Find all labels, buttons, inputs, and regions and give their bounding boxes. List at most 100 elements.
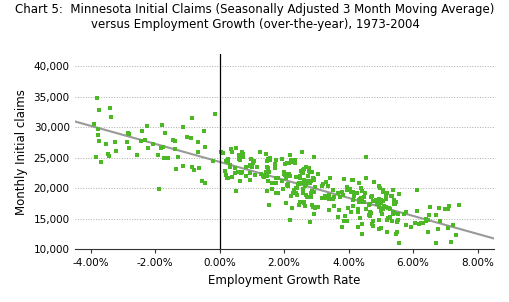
Point <box>307 203 316 207</box>
Point <box>364 213 372 217</box>
Point <box>360 190 368 195</box>
Point <box>297 180 305 185</box>
Point <box>309 212 318 217</box>
Point <box>349 203 357 208</box>
Point <box>388 209 396 214</box>
Point <box>381 204 389 209</box>
Point <box>414 221 422 226</box>
Point <box>288 190 296 195</box>
Point <box>123 139 131 144</box>
Point <box>271 162 279 166</box>
Point <box>365 213 373 218</box>
Point <box>358 200 366 204</box>
Point <box>342 187 350 192</box>
Point <box>179 125 187 130</box>
Point <box>292 175 300 179</box>
Y-axis label: Monthly Initial claims: Monthly Initial claims <box>15 89 28 215</box>
Point <box>379 207 387 211</box>
Point <box>231 146 239 151</box>
Point <box>299 167 307 172</box>
Point <box>376 226 384 231</box>
Point <box>369 219 377 223</box>
Point <box>273 191 281 195</box>
Point <box>383 216 391 220</box>
Point <box>278 187 286 191</box>
Point <box>188 116 196 121</box>
Point <box>294 182 302 186</box>
Point <box>346 187 354 192</box>
Point <box>300 204 308 209</box>
Point <box>286 217 294 222</box>
Point <box>337 224 346 229</box>
Point <box>391 200 399 205</box>
Point <box>262 164 270 169</box>
Point <box>356 195 364 200</box>
Point <box>208 159 216 164</box>
Point <box>194 166 203 171</box>
Point <box>249 159 258 164</box>
Point <box>431 241 439 246</box>
Point <box>401 210 409 215</box>
Point <box>238 152 246 157</box>
Point <box>357 222 365 227</box>
Point <box>221 159 230 164</box>
Point <box>328 188 336 193</box>
Point <box>366 194 374 199</box>
Point <box>328 197 336 202</box>
Point <box>348 198 356 202</box>
Point <box>307 170 316 175</box>
Point <box>333 215 342 220</box>
Point <box>280 169 288 174</box>
Point <box>349 194 357 198</box>
Point <box>284 184 292 189</box>
Point <box>390 202 399 207</box>
Point <box>376 198 384 203</box>
Point <box>353 207 361 212</box>
Point <box>321 180 329 185</box>
Point <box>339 219 347 224</box>
Point <box>385 207 393 212</box>
Point <box>375 197 383 202</box>
Point <box>301 193 309 198</box>
Point <box>272 180 280 185</box>
Point <box>159 155 167 160</box>
Point <box>314 172 322 177</box>
Point <box>354 200 362 204</box>
Point <box>201 145 209 150</box>
Point <box>375 185 383 190</box>
Point <box>374 184 382 188</box>
Point <box>401 223 409 228</box>
Point <box>168 137 177 142</box>
Point <box>304 166 313 171</box>
Point <box>235 157 243 162</box>
Point <box>378 198 386 203</box>
Point <box>302 165 310 170</box>
Point <box>342 185 350 190</box>
Point <box>238 151 246 156</box>
Point <box>281 175 290 180</box>
Point <box>291 191 299 196</box>
Point <box>381 196 389 201</box>
Point <box>329 194 337 199</box>
Point <box>346 209 354 214</box>
Point <box>231 165 239 170</box>
Point <box>265 169 273 174</box>
Point <box>286 152 294 157</box>
Point <box>374 217 382 222</box>
Point <box>279 171 287 176</box>
Point <box>245 171 253 176</box>
Point <box>273 175 281 180</box>
Point <box>365 201 374 206</box>
Point <box>284 172 292 176</box>
Point <box>255 150 263 155</box>
Point <box>105 154 113 159</box>
Point <box>344 205 352 210</box>
Point <box>303 178 311 183</box>
Point <box>455 202 463 207</box>
Point <box>265 156 273 161</box>
Point <box>95 108 103 113</box>
Point <box>197 179 206 184</box>
Point <box>235 178 243 183</box>
Point <box>95 138 103 143</box>
Point <box>288 160 296 165</box>
